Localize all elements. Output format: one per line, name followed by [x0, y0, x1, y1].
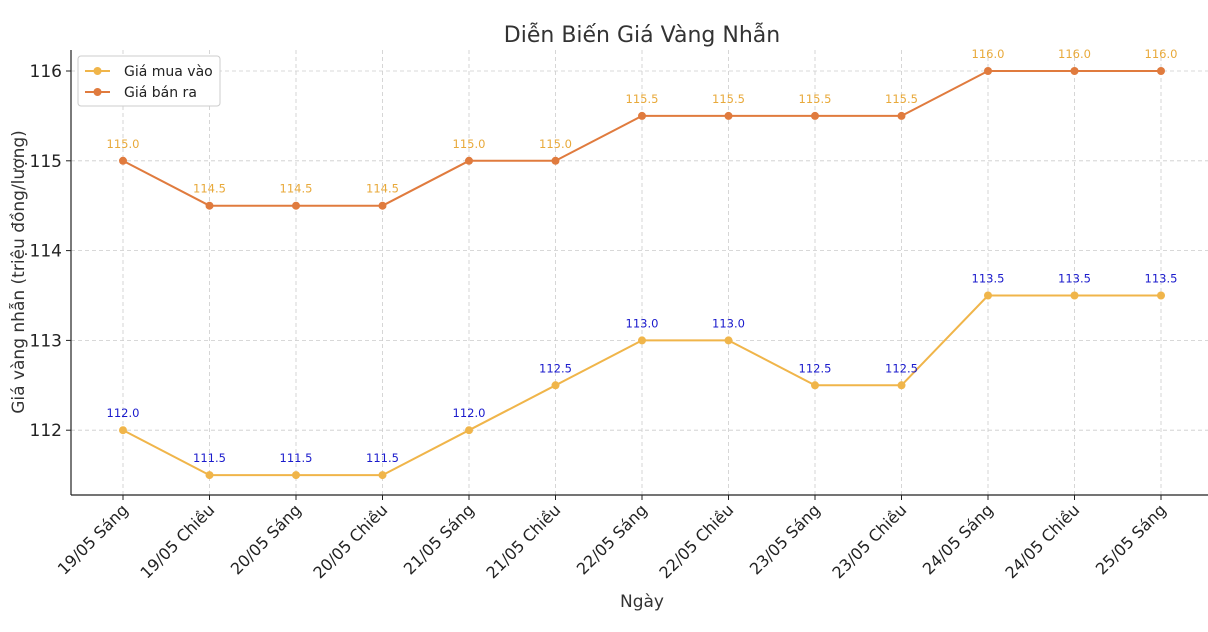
data-label: 116.0	[972, 47, 1005, 61]
x-tick-label: 23/05 Sáng	[746, 500, 824, 578]
data-label: 112.5	[799, 361, 832, 375]
data-point	[724, 336, 733, 345]
x-tick-label: 20/05 Chiều	[309, 500, 391, 582]
data-point	[811, 381, 819, 390]
data-point	[378, 471, 387, 480]
data-point	[292, 471, 300, 480]
data-point	[1157, 291, 1165, 300]
data-label: 115.0	[453, 137, 486, 151]
x-tick-label: 24/05 Sáng	[919, 500, 997, 578]
grid	[71, 50, 1208, 495]
data-label: 114.5	[280, 182, 313, 196]
legend-label-buy: Giá mua vào	[124, 64, 213, 80]
data-label: 113.5	[1145, 272, 1178, 286]
data-point	[378, 201, 387, 210]
data-label: 116.0	[1145, 47, 1178, 61]
x-tick-label: 19/05 Chiều	[136, 500, 218, 582]
data-point	[984, 291, 992, 300]
legend-box	[77, 55, 221, 107]
x-tick-label: 21/05 Chiều	[482, 500, 564, 582]
data-label: 115.5	[885, 92, 918, 106]
data-point	[1070, 67, 1079, 75]
data-point	[897, 111, 906, 120]
legend-label-sell: Giá bán ra	[124, 85, 197, 101]
series-layer: 112.0 111.5 111.5 111.5 112.0 112.5 113.0 113.0…	[107, 47, 1178, 480]
y-tick-label: 112	[30, 421, 62, 441]
x-tick-label: 19/05 Sáng	[54, 500, 132, 578]
data-label: 115.0	[107, 137, 140, 151]
data-point	[292, 201, 300, 210]
y-tick-label: 115	[30, 152, 62, 172]
data-point	[638, 336, 646, 345]
data-label: 113.5	[1058, 272, 1091, 286]
legend-swatch-marker	[93, 88, 102, 96]
x-tick-label: 21/05 Sáng	[400, 500, 478, 578]
data-point	[551, 156, 560, 165]
x-tick-label: 20/05 Sáng	[227, 500, 305, 578]
data-point	[897, 381, 906, 390]
data-label: 113.0	[626, 316, 659, 330]
data-point	[551, 381, 560, 390]
x-tick-label: 24/05 Chiều	[1001, 500, 1083, 582]
y-tick-label: 116	[30, 62, 62, 82]
x-axis-title: Ngày	[620, 592, 664, 612]
x-tick-label: 22/05 Chiều	[655, 500, 737, 582]
data-label: 113.5	[972, 272, 1005, 286]
data-point	[1070, 291, 1079, 300]
axes	[70, 50, 1208, 496]
data-point	[205, 201, 214, 210]
x-tick-label: 22/05 Sáng	[573, 500, 651, 578]
data-label: 116.0	[1058, 47, 1091, 61]
data-point	[724, 111, 733, 120]
data-label: 112.5	[539, 361, 572, 375]
data-label: 114.5	[366, 182, 399, 196]
x-ticks: 19/05 Sáng 19/05 Chiều 20/05 Sáng 20/05 Chi…	[54, 495, 1170, 582]
data-point	[1157, 67, 1165, 75]
data-point	[119, 156, 127, 165]
y-tick-label: 113	[30, 331, 62, 351]
y-axis-title: Giá vàng nhẫn (triệu đồng/lượng)	[8, 130, 29, 414]
series-gia-mua-vao: 112.0 111.5 111.5 111.5 112.0 112.5 113.0 113.0…	[107, 272, 1178, 480]
legend: Giá mua vào Giá bán ra	[77, 55, 221, 107]
data-label: 115.0	[539, 137, 572, 151]
data-point	[465, 426, 473, 435]
data-label: 111.5	[193, 451, 226, 465]
data-point	[638, 111, 646, 120]
chart-title: Diễn Biến Giá Vàng Nhẫn	[504, 22, 780, 48]
data-label: 115.5	[712, 92, 745, 106]
y-ticks: 112 113 114 115 116	[30, 62, 71, 441]
data-point	[984, 67, 992, 75]
data-label: 115.5	[799, 92, 832, 106]
series-gia-ban-ra: 115.0 114.5 114.5 114.5 115.0 115.0 115.5 115.5…	[107, 47, 1178, 210]
data-point	[205, 471, 214, 480]
data-point	[119, 426, 127, 435]
data-label: 113.0	[712, 316, 745, 330]
x-tick-label: 23/05 Chiều	[828, 500, 910, 582]
data-label: 111.5	[366, 451, 399, 465]
data-point	[811, 111, 819, 120]
data-label: 114.5	[193, 182, 226, 196]
y-tick-label: 114	[30, 242, 62, 262]
legend-swatch-marker	[93, 67, 102, 75]
data-point	[465, 156, 473, 165]
data-label: 111.5	[280, 451, 313, 465]
data-label: 112.5	[885, 361, 918, 375]
data-label: 115.5	[626, 92, 659, 106]
data-label: 112.0	[453, 406, 486, 420]
x-tick-label: 25/05 Sáng	[1092, 500, 1170, 578]
data-label: 112.0	[107, 406, 140, 420]
